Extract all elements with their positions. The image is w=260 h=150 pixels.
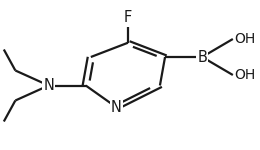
Text: B: B (197, 50, 207, 64)
Text: N: N (43, 78, 54, 93)
Text: OH: OH (234, 32, 255, 46)
Text: F: F (124, 11, 132, 26)
Text: OH: OH (234, 68, 255, 82)
Text: N: N (111, 100, 122, 115)
